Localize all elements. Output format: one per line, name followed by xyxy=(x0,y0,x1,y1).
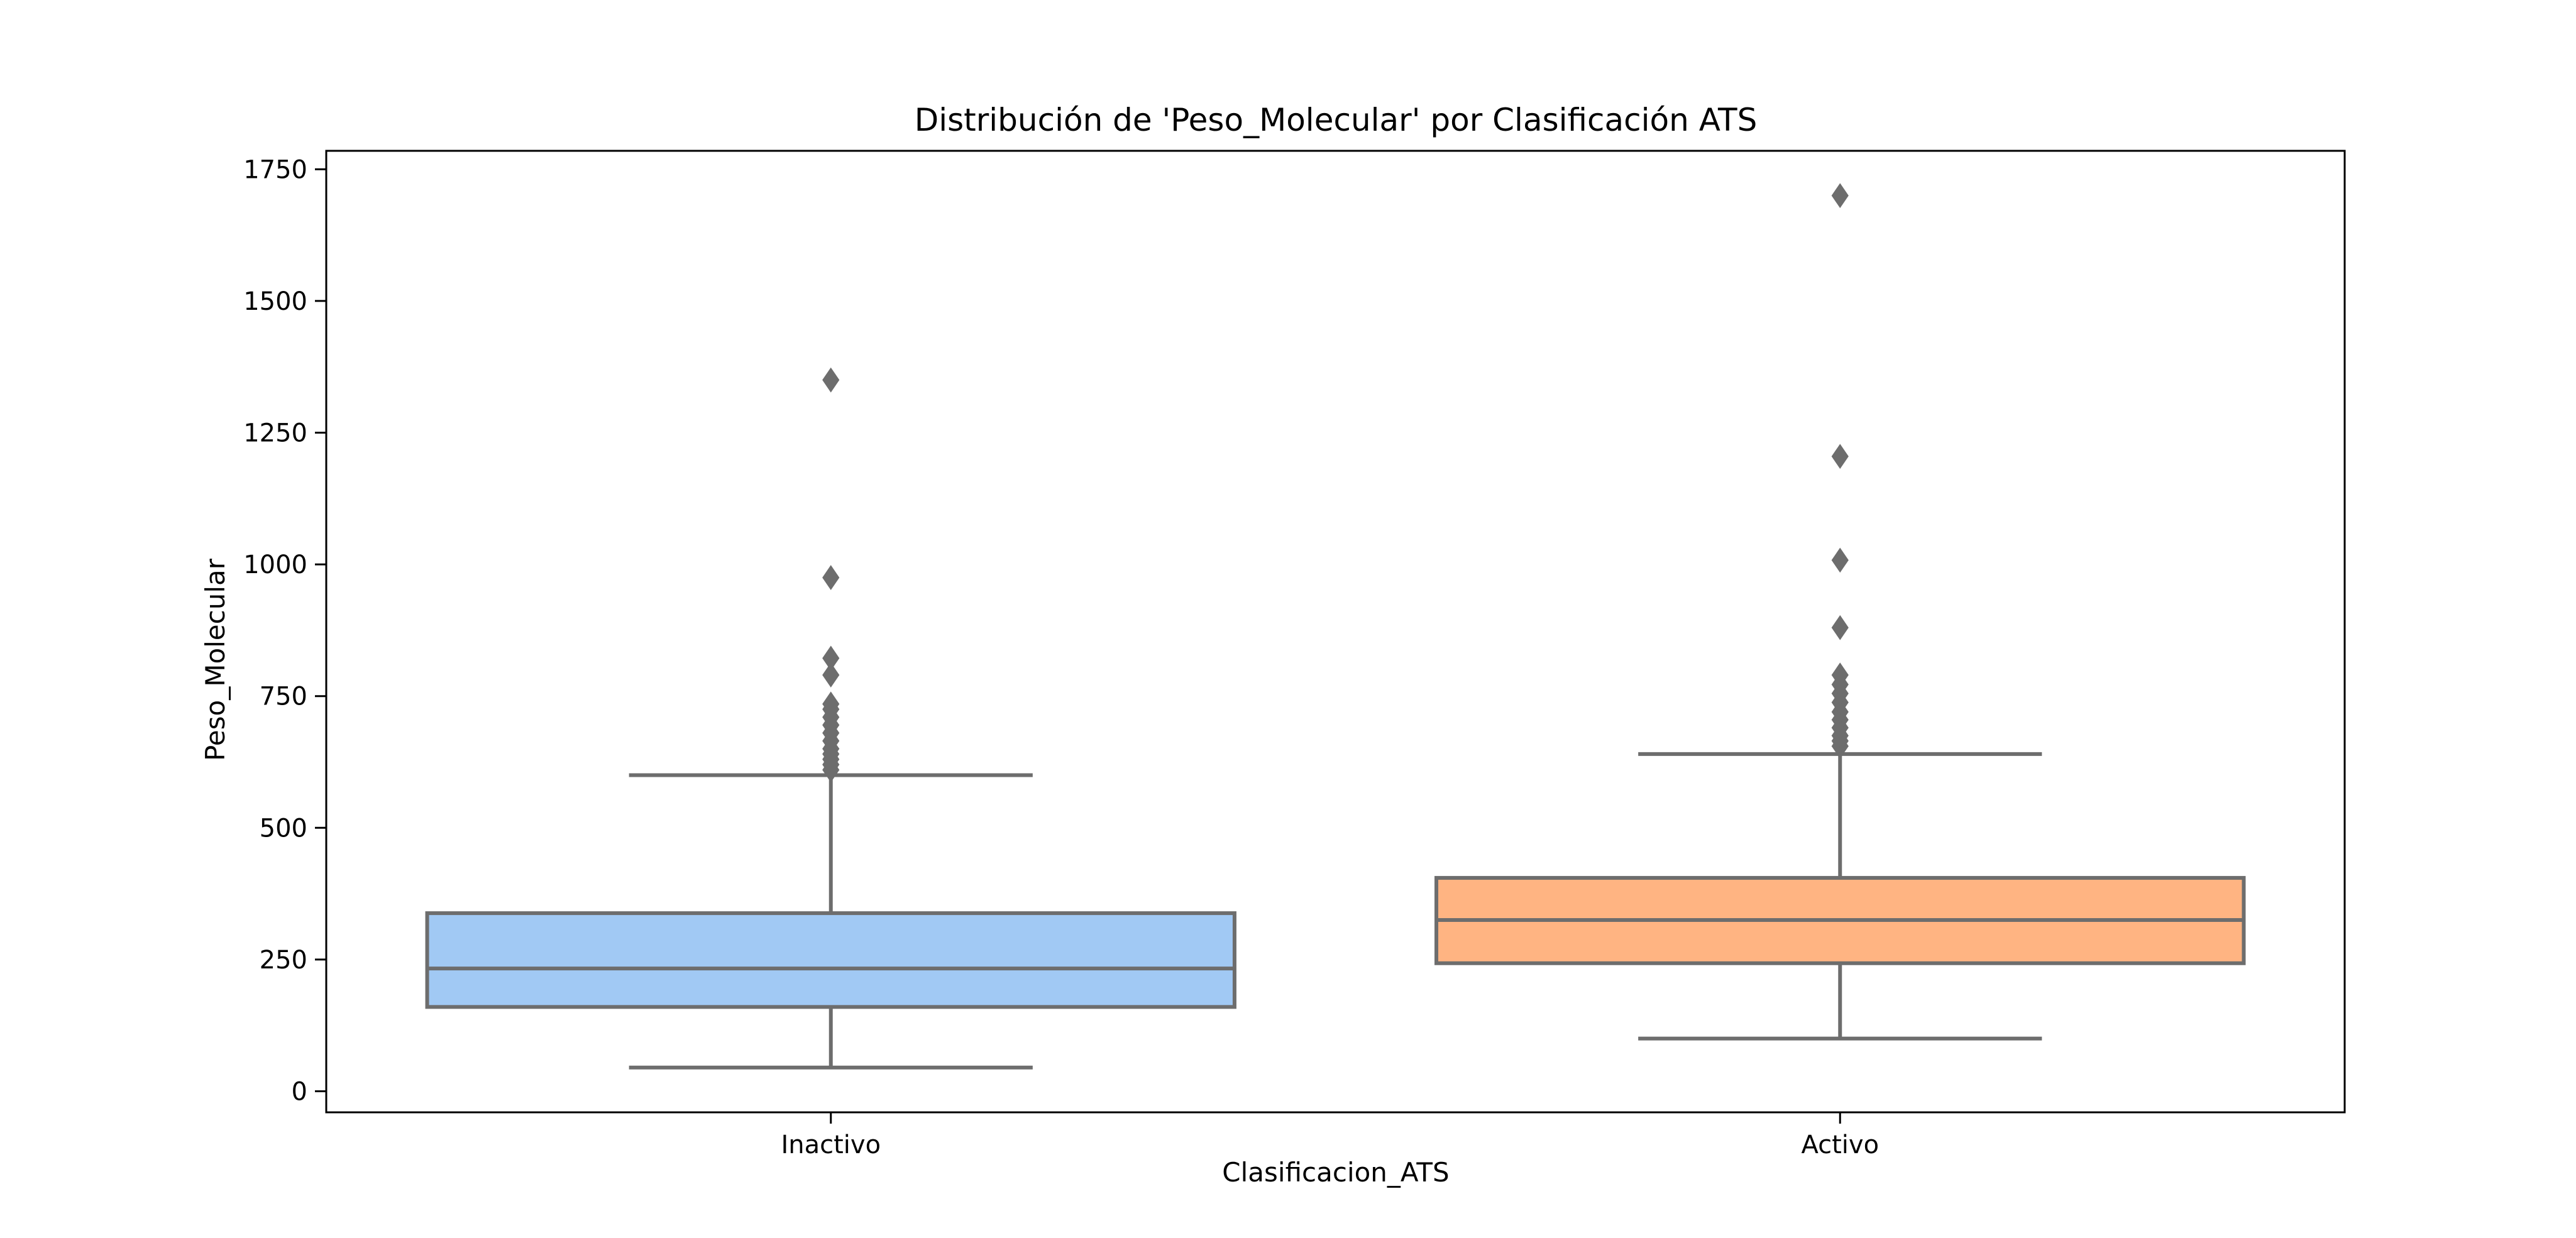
y-tick-label: 1000 xyxy=(243,551,307,579)
outlier-point xyxy=(822,691,840,717)
outlier-point xyxy=(822,662,840,688)
y-tick-label: 500 xyxy=(260,814,307,843)
y-tick-label: 750 xyxy=(260,682,307,711)
y-tick-label: 0 xyxy=(292,1077,307,1106)
outlier-point xyxy=(1831,547,1849,573)
x-tick-label: Activo xyxy=(1801,1131,1879,1159)
outlier-point xyxy=(1831,662,1849,688)
y-axis-label: Peso_Molecular xyxy=(200,558,231,761)
chart-title: Distribución de 'Peso_Molecular' por Cla… xyxy=(915,102,1758,138)
outlier-point xyxy=(822,565,840,590)
outlier-point xyxy=(822,645,840,671)
box-inactivo xyxy=(425,911,1236,1009)
outlier-point xyxy=(1831,183,1849,209)
outlier-point xyxy=(822,367,840,393)
y-tick-label: 1500 xyxy=(243,287,307,316)
axes-frame xyxy=(325,150,2346,1114)
outlier-point xyxy=(1831,444,1849,469)
x-tick-label: Inactivo xyxy=(781,1131,881,1159)
y-tick-label: 250 xyxy=(260,946,307,975)
outlier-point xyxy=(1831,615,1849,640)
plot-area: 0 250 500 750 1000 1250 1500 1750 Inactivo Activo xyxy=(243,150,2346,1159)
x-axis-label: Clasificacion_ATS xyxy=(1222,1157,1449,1188)
y-tick-label: 1750 xyxy=(243,155,307,184)
y-tick-label: 1250 xyxy=(243,419,307,448)
